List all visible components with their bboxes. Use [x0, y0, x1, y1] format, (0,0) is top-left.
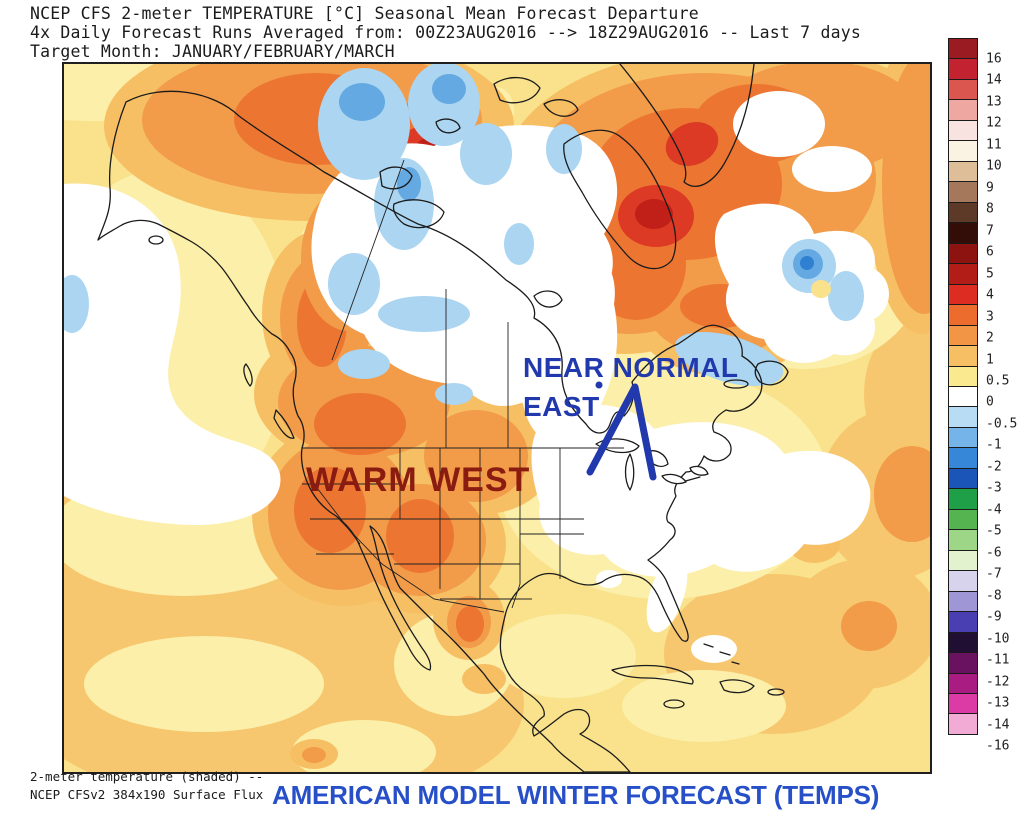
colorbar-cell	[948, 672, 978, 694]
colorbar-cell	[948, 652, 978, 674]
colorbar-label: 12	[986, 115, 1002, 131]
colorbar-cell	[948, 385, 978, 408]
colorbar-label: 10	[986, 158, 1002, 174]
colorbar-label: -3	[986, 480, 1002, 496]
colorbar-label: -7	[986, 566, 1002, 582]
colorbar-label: 2	[986, 330, 994, 346]
near-normal-east-label: EAST	[523, 391, 600, 422]
colorbar-cell	[948, 99, 978, 121]
colorbar-label: 11	[986, 137, 1002, 153]
colorbar-cell	[948, 611, 978, 633]
colorbar-label: 9	[986, 180, 994, 196]
colorbar-label: 7	[986, 223, 994, 239]
footer-line-2: NCEP CFSv2 384x190 Surface Flux	[30, 787, 264, 802]
colorbar-cell	[948, 467, 978, 490]
colorbar-label: -10	[986, 631, 1010, 647]
colorbar	[948, 38, 978, 735]
colorbar-label: 5	[986, 266, 994, 282]
colorbar-label: 3	[986, 309, 994, 325]
colorbar-label: -14	[986, 717, 1010, 733]
title-line-1: NCEP CFS 2-meter TEMPERATURE [°C] Season…	[30, 4, 699, 23]
title-line-2: 4x Daily Forecast Runs Averaged from: 00…	[30, 23, 861, 42]
colorbar-label: 13	[986, 94, 1002, 110]
colorbar-cell	[948, 242, 978, 265]
warm-west-label: WARM WEST	[306, 461, 531, 499]
colorbar-cell	[948, 508, 978, 531]
colorbar-label: -16	[986, 738, 1010, 754]
colorbar-cell	[948, 631, 978, 654]
colorbar-cell	[948, 570, 978, 592]
colorbar-label: -12	[986, 674, 1010, 690]
colorbar-cell	[948, 78, 978, 101]
colorbar-label: 0.5	[986, 373, 1010, 389]
colorbar-label: 6	[986, 244, 994, 260]
colorbar-label: 4	[986, 287, 994, 303]
colorbar-cell	[948, 488, 978, 510]
map-canvas	[64, 64, 930, 772]
colorbar-labels: 16 14 13 12 11 10 9 8 7 6 5 4 3 2 1 0.5 0 -0.5 -1 -2 -3 -4 -5 -…	[986, 38, 1024, 769]
colorbar-cell	[948, 222, 978, 244]
colorbar-cell	[948, 201, 978, 224]
colorbar-label: 0	[986, 394, 994, 410]
colorbar-label: 8	[986, 201, 994, 217]
colorbar-cell	[948, 365, 978, 387]
colorbar-label: 1	[986, 352, 994, 368]
colorbar-cell	[948, 406, 978, 428]
colorbar-cell	[948, 426, 978, 449]
forecast-map	[62, 62, 932, 774]
colorbar-cell	[948, 345, 978, 367]
colorbar-cell	[948, 590, 978, 613]
colorbar-label: -0.5	[986, 416, 1018, 432]
colorbar-cell	[948, 713, 978, 735]
title-line-3: Target Month: JANUARY/FEBRUARY/MARCH	[30, 42, 395, 61]
colorbar-label: -8	[986, 588, 1002, 604]
colorbar-cell	[948, 304, 978, 326]
colorbar-cell	[948, 38, 978, 60]
footer-overlay-label: AMERICAN MODEL WINTER FORECAST (TEMPS)	[272, 780, 880, 810]
map-title: NCEP CFS 2-meter TEMPERATURE [°C] Season…	[30, 4, 861, 61]
colorbar-label: 14	[986, 72, 1002, 88]
footer-line-1: 2-meter temperature (shaded) --	[30, 769, 264, 784]
colorbar-cell	[948, 263, 978, 285]
colorbar-label: 16	[986, 51, 1002, 67]
colorbar-cell	[948, 693, 978, 715]
colorbar-label: -1	[986, 437, 1002, 453]
colorbar-label: -6	[986, 545, 1002, 561]
colorbar-label: -11	[986, 652, 1010, 668]
colorbar-cell	[948, 529, 978, 551]
colorbar-label: -4	[986, 502, 1002, 518]
colorbar-label: -9	[986, 609, 1002, 625]
colorbar-label: -2	[986, 459, 1002, 475]
colorbar-cell	[948, 119, 978, 142]
colorbar-cell	[948, 549, 978, 572]
colorbar-cell	[948, 447, 978, 469]
near-normal-caret	[586, 381, 657, 481]
colorbar-cell	[948, 283, 978, 306]
colorbar-cell	[948, 160, 978, 183]
colorbar-cell	[948, 140, 978, 162]
colorbar-cell	[948, 324, 978, 347]
near-normal-label: NEAR NORMAL	[523, 352, 739, 383]
colorbar-cell	[948, 58, 978, 80]
colorbar-label: -13	[986, 695, 1010, 711]
colorbar-label: -5	[986, 523, 1002, 539]
colorbar-cell	[948, 181, 978, 203]
